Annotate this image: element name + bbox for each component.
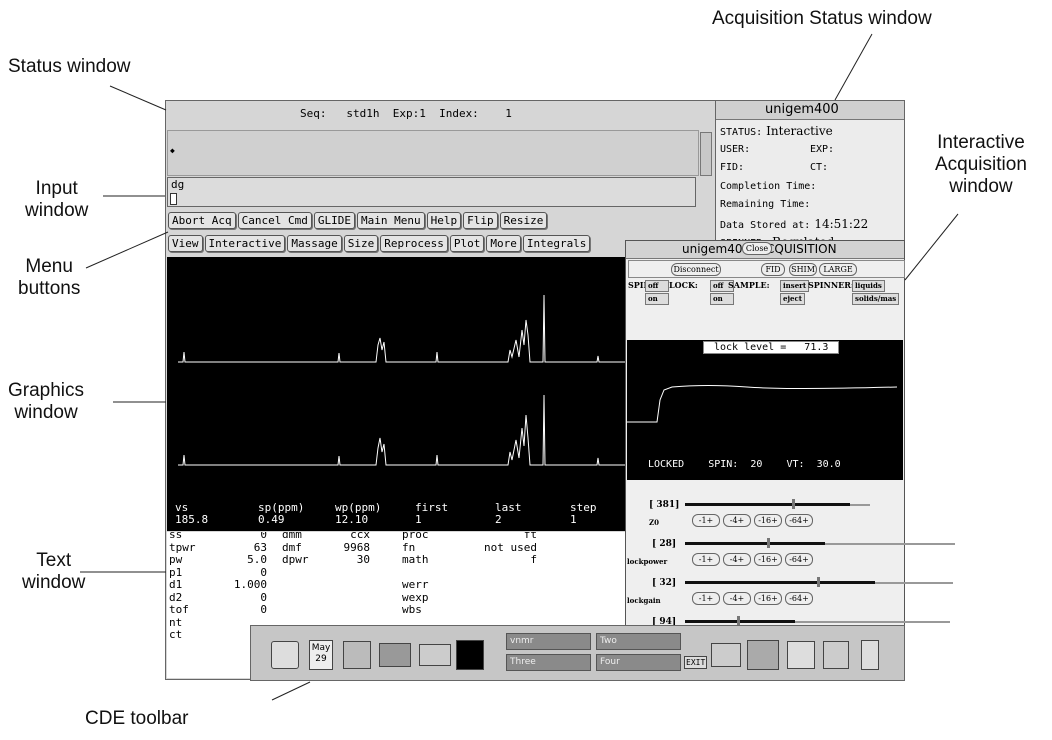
annotation: Interactive Acquisition window xyxy=(935,132,1027,198)
callout-line xyxy=(86,232,168,268)
annotation: Menu buttons xyxy=(18,256,80,300)
annotation: CDE toolbar xyxy=(85,708,189,730)
annotation: Acquisition Status window xyxy=(712,8,932,30)
callout-line xyxy=(905,214,958,280)
screenshot: Seq: std1h Exp:1 Index: 1 ◆ dg Abort Acq… xyxy=(0,0,1052,740)
callout-line xyxy=(835,34,872,100)
annotation: Status window xyxy=(8,56,131,78)
annotation: Text window xyxy=(22,550,85,594)
callout-line xyxy=(110,86,166,110)
callout-line xyxy=(272,682,310,700)
annotation: Input window xyxy=(25,178,88,222)
annotation: Graphics window xyxy=(8,380,84,424)
callout-lines xyxy=(0,0,1052,740)
